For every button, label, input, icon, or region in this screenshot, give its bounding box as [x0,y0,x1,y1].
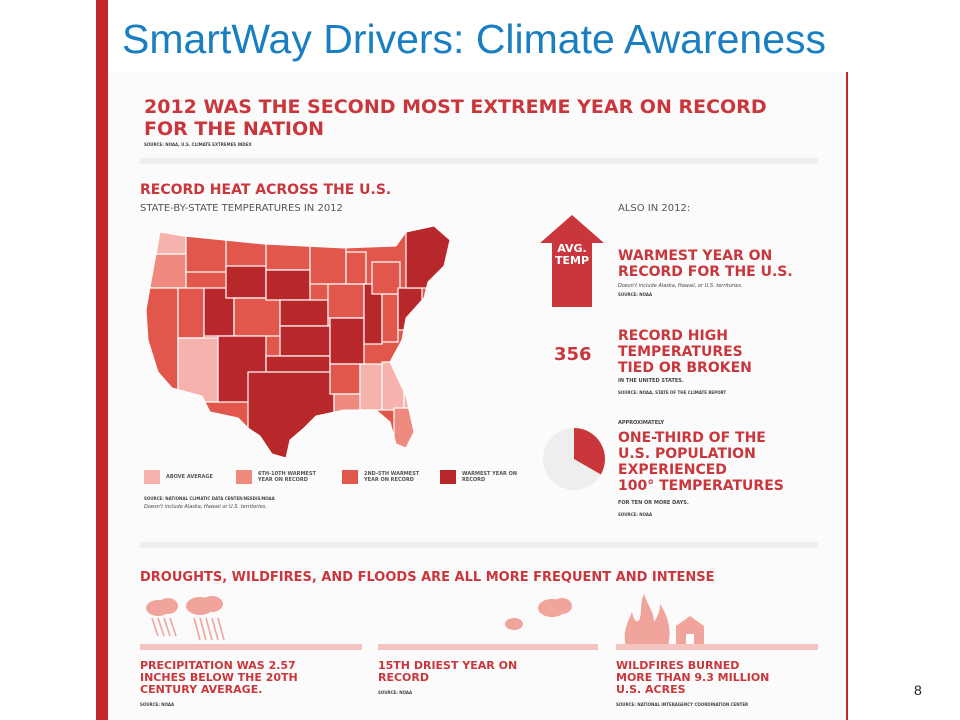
page-number: 8 [914,682,922,698]
stat3-source: Source: NOAA [618,512,653,517]
bottom-item-wildfires: Wildfires burned more than 9.3 million U… [616,660,769,696]
bottom-item-source: Source: National Interagency Coordinatio… [616,702,749,707]
stat2-line2: temperatures [618,344,743,360]
heat-subtitle: State-by-state temperatures in 2012 [140,203,343,214]
also-label: Also in 2012: [618,203,691,214]
legend-item-above-average: Above average [144,470,236,484]
legend-item-6th-10th: 6th-10th warmest year on record [236,470,320,484]
stat3-line3: experienced [618,462,727,478]
map-state-in [381,293,399,343]
left-accent-bar [96,0,108,720]
map-state-wi [345,251,367,285]
stat2-line1: Record high [618,328,728,344]
legend-label: Warmest year on record [462,471,518,483]
main-heading: 2012 was the second most extreme year on… [144,96,824,140]
record-highs-number: 356 [554,344,592,365]
legend-label: 2nd-5th warmest year on record [364,471,420,483]
stat2-line3: tied or broken [618,360,752,376]
map-state-nv [177,287,205,339]
infographic: 2012 was the second most extreme year on… [108,72,846,720]
bottom-heading: Droughts, wildfires, and floods are all … [140,570,715,585]
bottom-item-driest: 15th driest year on record [378,660,517,684]
us-map [145,225,451,458]
bottom-item-line: record [378,671,430,684]
stat-record-highs: Record high temperatures tied or broken [618,328,752,376]
wildfire-icon [624,594,704,646]
bottom-item-line: more than 9.3 million [616,671,770,684]
stat2-note: In the United States. [618,378,684,384]
dry-clouds-icon [505,598,572,630]
main-heading-line2: for the nation [144,118,325,140]
map-state-ia [327,283,365,319]
legend-item-2nd-5th: 2nd-5th warmest year on record [342,470,426,484]
slide-title: SmartWay Drivers: Climate Awareness [122,16,827,62]
stat-population: One-third of the U.S. population experie… [618,430,784,494]
map-state-ca [146,287,179,393]
map-state-sd [265,269,311,301]
stat1-note: Doesn't include Alaska, Hawaii, or U.S. … [618,283,743,289]
map-state-fl [393,407,421,458]
map-state-oh [397,287,423,331]
stat3-pre: Approximately [618,420,665,426]
map-state-northeast [405,226,450,289]
legend-swatch [440,470,456,484]
main-heading-line1: 2012 was the second most extreme year on… [144,96,767,118]
bottom-item-source: Source: NOAA [378,690,413,695]
map-state-ks [279,325,331,357]
section-divider [140,542,818,548]
section-divider [140,158,818,164]
avg-temp-label: AVG. TEMP [540,243,604,267]
bottom-item-line: inches below the 20th [140,671,298,684]
main-source: Source: NOAA, U.S. Climate Extremes Inde… [144,142,252,147]
map-state-mo [329,317,365,365]
bottom-item-line: U.S. acres [616,683,686,696]
stat1-line1: Warmest year on [618,248,773,264]
right-divider [846,72,848,720]
map-state-az [177,337,219,403]
map-state-ne [279,299,329,327]
legend-swatch [144,470,160,484]
map-note: Doesn't include Alaska, Hawaii or U.S. t… [144,504,267,510]
legend-label: Above average [166,474,213,480]
stat-warmest-year: Warmest year on record for the U.S. [618,248,793,280]
map-state-ms [359,363,383,411]
avg-temp-line1: AVG. [557,242,587,255]
bottom-ground-line [378,644,598,650]
bottom-item-source: Source: NOAA [140,702,175,707]
stat1-source: Source: NOAA [618,292,653,297]
bottom-item-line: Wildfires burned [616,659,740,672]
stat3-line4: 100° temperatures [618,478,784,494]
stat1-line2: record for the U.S. [618,264,793,280]
map-state-wa [146,226,187,255]
bottom-item-line: 15th driest year on [378,659,518,672]
stat3-line2: U.S. population [618,446,756,462]
stat2-source: Source: NOAA, State of the Climate Repor… [618,390,727,395]
bottom-ground-line [616,644,818,650]
stat3-line1: One-third of the [618,430,766,446]
legend-label: 6th-10th warmest year on record [258,471,316,483]
map-source: Source: National Climatic Data Center/NE… [144,496,275,501]
map-state-co [233,297,281,337]
legend-item-warmest: Warmest year on record [440,470,518,484]
map-state-ga [403,357,431,409]
rain-cloud-icon [146,596,225,641]
map-state-wy [225,265,267,299]
pie-slice-one-third [574,428,605,475]
map-state-mi [371,261,401,295]
avg-temp-arrow-icon: AVG. TEMP [540,215,604,307]
stat3-note: For ten or more days. [618,500,689,506]
avg-temp-line2: TEMP [554,254,590,267]
bottom-item-line: century average. [140,683,263,696]
bottom-item-precipitation: Precipitation was 2.57 inches below the … [140,660,298,696]
bottom-item-line: Precipitation was 2.57 [140,659,296,672]
legend-swatch [236,470,252,484]
population-pie-chart [543,428,605,490]
map-state-ar [329,363,361,395]
legend-swatch [342,470,358,484]
heat-title: Record heat across the U.S. [140,182,392,198]
bottom-ground-line [140,644,362,650]
